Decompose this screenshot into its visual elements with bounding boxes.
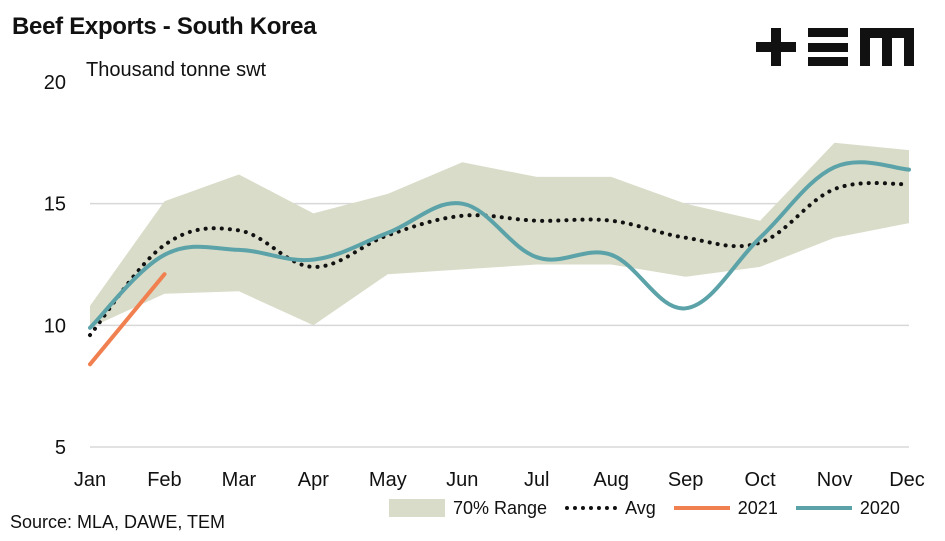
x-tick-label: Aug — [593, 469, 629, 491]
y-axis-unit-label: Thousand tonne swt — [86, 59, 267, 81]
series-line-2021 — [88, 272, 167, 367]
series-layer — [88, 160, 911, 367]
axis-labels: 5 10 15 20 Jan Feb Mar Apr May Jun Jul Aug Sep Oct Nov… — [44, 72, 925, 491]
y-tick-label: 20 — [44, 72, 66, 94]
legend-item-avg: Avg — [565, 498, 656, 519]
legend-item-2021: 2021 — [673, 497, 778, 519]
legend-swatch-range — [389, 499, 445, 517]
x-tick-label: Mar — [222, 469, 257, 491]
tem-logo-icon — [756, 28, 914, 66]
legend-label-2021: 2021 — [737, 497, 778, 518]
legend-item-range: 70% Range — [389, 498, 547, 519]
legend-label-avg: Avg — [625, 497, 656, 518]
x-tick-label: Apr — [298, 469, 329, 491]
legend-label-2020: 2020 — [859, 497, 900, 518]
legend-swatch-2020 — [795, 506, 852, 510]
legend-item-2020: 2020 — [795, 497, 900, 519]
source-note: Source: MLA, DAWE, TEM — [10, 512, 226, 532]
x-tick-label: Dec — [889, 469, 925, 491]
series-line-2020 — [88, 160, 911, 330]
x-tick-label: Feb — [147, 469, 181, 491]
y-tick-label: 15 — [44, 194, 66, 216]
y-tick-label: 10 — [44, 315, 66, 337]
x-tick-label: Jun — [446, 469, 478, 491]
x-tick-label: Jul — [524, 469, 550, 491]
chart-title: Beef Exports - South Korea — [12, 13, 317, 40]
x-tick-label: Nov — [817, 469, 853, 491]
y-tick-label: 5 — [55, 437, 66, 459]
range-band — [90, 142, 909, 328]
x-tick-label: Oct — [745, 469, 777, 491]
legend-swatch-avg — [565, 506, 618, 510]
range-band-layer — [90, 142, 909, 328]
x-tick-label: Jan — [74, 469, 106, 491]
x-tick-label: Sep — [668, 469, 704, 491]
legend-swatch-2021 — [673, 506, 730, 510]
x-tick-label: May — [369, 469, 407, 491]
chart-legend: 70% Range Avg 2021 2020 — [389, 495, 918, 521]
legend-label-range: 70% Range — [453, 497, 548, 518]
